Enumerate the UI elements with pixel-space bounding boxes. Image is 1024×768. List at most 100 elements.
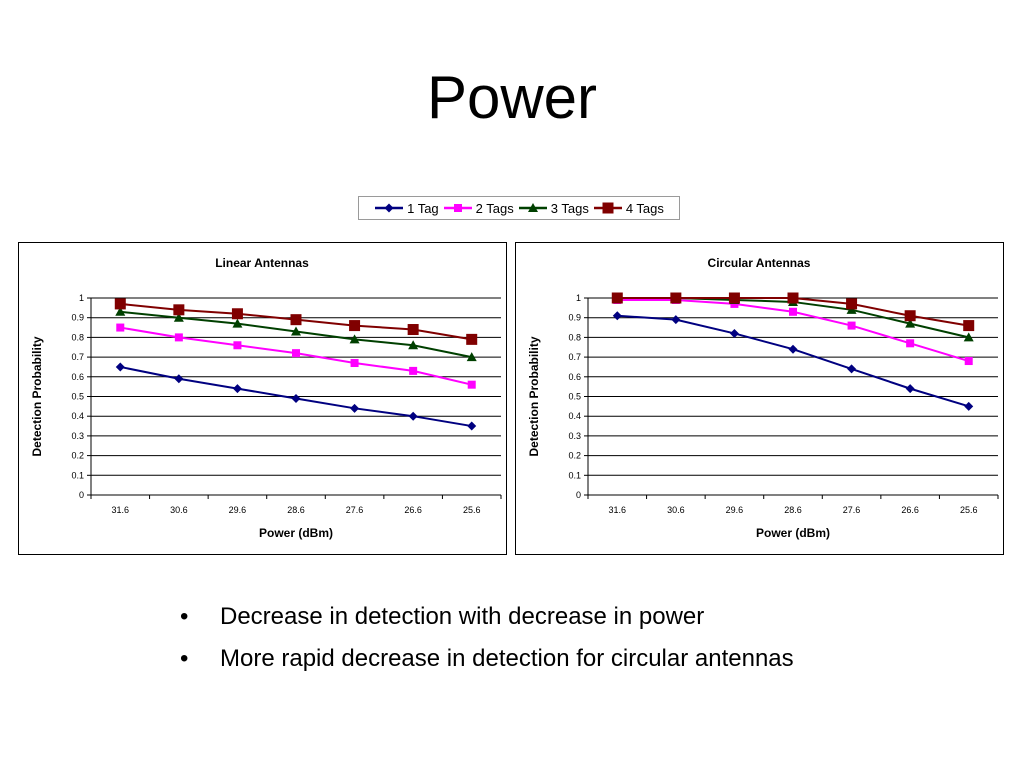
data-point-4-tags bbox=[231, 308, 243, 320]
data-point-3-tags bbox=[115, 306, 126, 316]
legend-item-1-tag: 1 Tag bbox=[374, 201, 439, 216]
x-tick-label: 31.6 bbox=[112, 505, 130, 515]
legend-marker bbox=[453, 204, 462, 212]
data-point-2-tags bbox=[847, 321, 856, 330]
x-tick-label: 29.6 bbox=[726, 505, 744, 515]
x-tick-label: 28.6 bbox=[287, 505, 305, 515]
chart-title: Circular Antennas bbox=[708, 256, 811, 270]
data-point-1-tag bbox=[115, 362, 125, 372]
data-point-2-tags bbox=[292, 349, 300, 358]
legend-marker bbox=[527, 203, 538, 212]
legend-swatch-3-tags bbox=[518, 203, 547, 212]
x-tick-label: 27.6 bbox=[843, 505, 861, 515]
data-point-4-tags bbox=[349, 320, 361, 332]
bullet-dot: • bbox=[180, 603, 189, 630]
data-point-3-tags bbox=[905, 318, 916, 328]
data-point-3-tags bbox=[963, 332, 974, 342]
data-point-4-tags bbox=[963, 320, 975, 332]
y-tick-label: 0.9 bbox=[568, 313, 581, 323]
data-point-1-tag bbox=[408, 411, 418, 421]
legend-label-4-tags: 4 Tags bbox=[625, 200, 664, 216]
series-line-1-tag bbox=[617, 314, 970, 408]
legend-item-2-tags: 2 Tags bbox=[443, 201, 514, 216]
data-point-1-tag bbox=[905, 384, 915, 394]
y-tick-label: 0.2 bbox=[568, 451, 581, 461]
y-tick-label: 0.6 bbox=[71, 372, 84, 382]
y-axis-title: Detection Probability bbox=[527, 336, 541, 456]
data-point-3-tags bbox=[173, 312, 184, 322]
x-tick-label: 30.6 bbox=[170, 505, 188, 515]
chart-circular-antennas-svg: Circular Antennas 0 0.1 0.2 0.3 0.4 0.5 0.6 0.7 0… bbox=[527, 256, 999, 540]
data-point-4-tags bbox=[173, 304, 185, 316]
data-point-2-tags bbox=[409, 366, 418, 375]
data-point-4-tags bbox=[407, 324, 419, 336]
legend-label-1-tag: 1 Tag bbox=[407, 200, 439, 216]
data-point-3-tags bbox=[349, 334, 360, 344]
series-3-tags bbox=[115, 306, 477, 362]
y-tick-label: 0.2 bbox=[71, 451, 84, 461]
chart-circular-antennas: Circular Antennas 0 0.1 0.2 0.3 0.4 0.5 0.6 0.7 0… bbox=[515, 242, 1004, 555]
series-2-tags bbox=[613, 295, 973, 366]
y-axis-title: Detection Probability bbox=[30, 336, 44, 456]
legend-swatch-1-tag bbox=[375, 203, 404, 213]
y-tick-label: 0 bbox=[79, 490, 84, 500]
bullet-item: • More rapid decrease in detection for c… bbox=[180, 638, 794, 680]
data-point-1-tag bbox=[174, 374, 184, 384]
data-point-1-tag bbox=[612, 311, 622, 321]
x-tick-label: 30.6 bbox=[667, 505, 685, 515]
legend-item-4-tags: 4 Tags bbox=[593, 201, 664, 216]
x-tick-label: 26.6 bbox=[404, 505, 422, 515]
y-tick-label: 0.8 bbox=[568, 332, 581, 342]
x-tick-label: 27.6 bbox=[346, 505, 364, 515]
x-tick-label: 26.6 bbox=[901, 505, 919, 515]
y-tick-label: 0.7 bbox=[568, 352, 581, 362]
data-point-4-tags bbox=[728, 292, 740, 304]
y-tick-label: 0.4 bbox=[71, 411, 84, 421]
legend-label-2-tags: 2 Tags bbox=[475, 200, 514, 216]
y-tick-label: 0.7 bbox=[71, 352, 84, 362]
bullet-item: • Decrease in detection with decrease in… bbox=[180, 596, 794, 638]
x-tick-label: 29.6 bbox=[229, 505, 247, 515]
legend-swatch-2-tags bbox=[443, 204, 472, 212]
legend-item-3-tags: 3 Tags bbox=[518, 201, 589, 216]
legend-marker bbox=[602, 202, 614, 214]
data-point-2-tags bbox=[233, 341, 242, 350]
data-point-2-tags bbox=[467, 380, 476, 389]
data-point-4-tags bbox=[114, 298, 126, 310]
y-tick-label: 0 bbox=[576, 490, 581, 500]
data-point-1-tag bbox=[729, 328, 739, 338]
slide-title: Power bbox=[426, 64, 598, 131]
chart-legend: 1 Tag 2 Tags 3 Tags 4 Tags bbox=[358, 196, 680, 220]
y-tick-label: 0.6 bbox=[568, 372, 581, 382]
y-tick-label: 0.3 bbox=[71, 431, 84, 441]
y-tick-label: 0.8 bbox=[71, 332, 84, 342]
data-point-4-tags bbox=[466, 333, 478, 345]
data-point-1-tag bbox=[232, 384, 242, 394]
legend-swatch-4-tags bbox=[593, 202, 622, 214]
data-point-3-tags bbox=[408, 340, 419, 350]
data-point-4-tags bbox=[290, 314, 302, 326]
data-point-3-tags bbox=[466, 352, 477, 362]
y-tick-label: 0.9 bbox=[71, 313, 84, 323]
data-point-2-tags bbox=[789, 307, 797, 316]
y-tick-label: 0.5 bbox=[568, 392, 581, 402]
data-point-2-tags bbox=[964, 357, 973, 366]
x-axis-title: Power (dBm) bbox=[259, 526, 333, 540]
data-point-3-tags bbox=[291, 326, 301, 336]
series-4-tags bbox=[114, 298, 478, 345]
data-point-4-tags bbox=[670, 292, 682, 304]
data-point-1-tag bbox=[964, 401, 974, 411]
bullet-text: More rapid decrease in detection for cir… bbox=[220, 645, 794, 672]
data-point-2-tags bbox=[906, 339, 915, 348]
x-axis-title: Power (dBm) bbox=[756, 526, 830, 540]
chart-title: Linear Antennas bbox=[215, 256, 309, 270]
y-tick-label: 1 bbox=[79, 293, 84, 303]
data-point-1-tag bbox=[350, 403, 360, 413]
bullet-list: • Decrease in detection with decrease in… bbox=[180, 596, 794, 680]
y-tick-label: 0.5 bbox=[71, 392, 84, 402]
data-point-2-tags bbox=[116, 323, 125, 332]
data-point-1-tag bbox=[671, 315, 681, 325]
data-point-4-tags bbox=[611, 292, 623, 304]
bullet-dot: • bbox=[180, 645, 189, 672]
data-point-1-tag bbox=[847, 364, 857, 374]
